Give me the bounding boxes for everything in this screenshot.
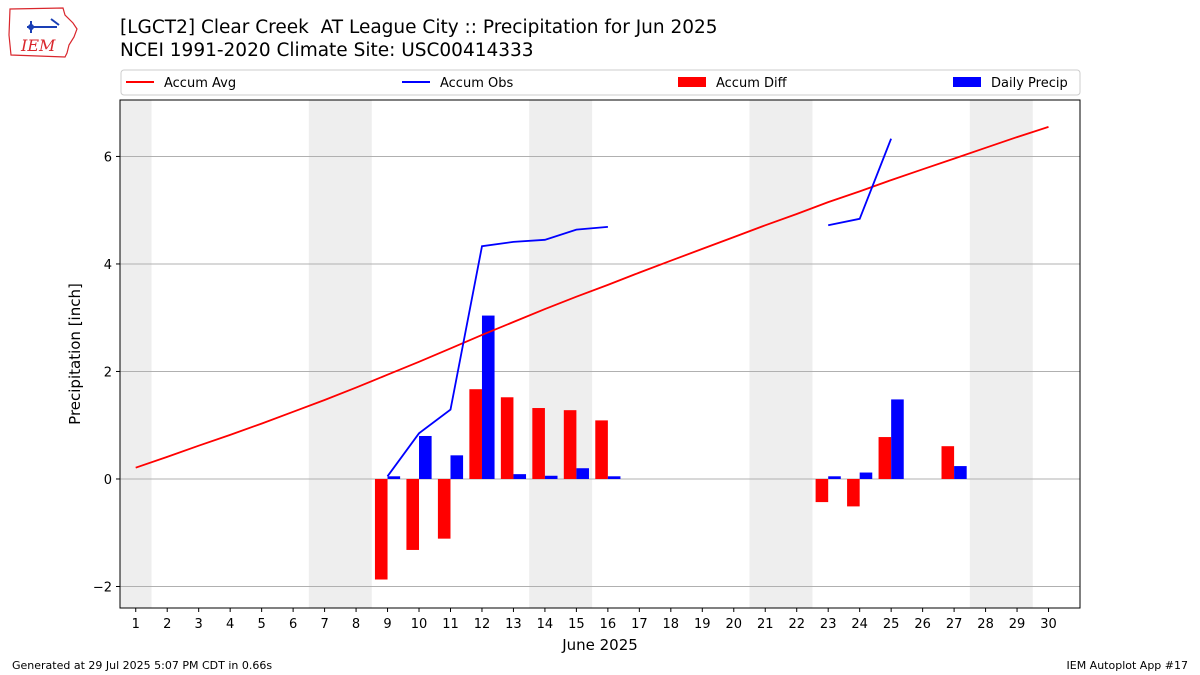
app-label: IEM Autoplot App #17 [1066, 659, 1189, 672]
x-tick-label: 16 [600, 617, 617, 632]
accum-diff-bar [437, 478, 451, 539]
x-tick-label: 28 [977, 617, 994, 632]
chart-title: [LGCT2] Clear Creek AT League City :: Pr… [120, 17, 718, 38]
x-tick-label: 26 [914, 617, 931, 632]
x-tick-label: 7 [320, 617, 328, 632]
legend-bar-swatch [953, 77, 981, 87]
daily-precip-bar [481, 315, 495, 479]
legend-label: Accum Avg [164, 76, 236, 91]
weekend-shade [308, 100, 372, 608]
accum-diff-bar [847, 478, 860, 507]
x-tick-label: 8 [352, 617, 360, 632]
x-tick-label: 10 [411, 617, 428, 632]
accum-diff-bar [563, 410, 577, 479]
x-tick-label: 17 [631, 617, 648, 632]
accum-avg-line [135, 126, 1049, 469]
legend-label: Accum Obs [440, 76, 513, 91]
daily-precip-bar [607, 476, 621, 479]
x-tick-label: 11 [442, 617, 459, 632]
generated-timestamp: Generated at 29 Jul 2025 5:07 PM CDT in … [12, 659, 273, 672]
x-tick-label: 27 [946, 617, 963, 632]
x-tick-label: 20 [725, 617, 742, 632]
x-tick-label: 24 [851, 617, 868, 632]
daily-precip-bar [419, 435, 432, 479]
x-tick-label: 22 [788, 617, 805, 632]
x-tick-label: 6 [289, 617, 297, 632]
x-tick-label: 25 [883, 617, 900, 632]
x-tick-label: 12 [474, 617, 491, 632]
weekend-shade [529, 100, 593, 608]
weekend-shade [969, 100, 1033, 608]
x-tick-label: 18 [663, 617, 680, 632]
accum-diff-bar [532, 408, 545, 479]
x-tick-label: 15 [568, 617, 585, 632]
x-axis-label: June 2025 [561, 636, 638, 654]
y-axis-label: Precipitation [inch] [66, 283, 84, 425]
x-tick-label: 1 [132, 617, 140, 632]
legend-label: Accum Diff [716, 76, 788, 91]
x-tick-label: 4 [226, 617, 234, 632]
x-tick-label: 29 [1009, 617, 1026, 632]
x-tick-label: 13 [505, 617, 522, 632]
x-tick-label: 2 [163, 617, 171, 632]
daily-precip-bar [954, 466, 967, 479]
legend-box [120, 69, 1081, 96]
plot-frame [119, 99, 1081, 609]
legend-label: Daily Precip [991, 76, 1068, 91]
iem-logo: IEM [8, 7, 78, 58]
daily-precip-bar [544, 475, 558, 479]
iowa-outline-icon [8, 7, 78, 58]
accum-diff-bar [374, 478, 388, 580]
x-tick-label: 30 [1040, 617, 1057, 632]
weekend-shade [120, 100, 152, 608]
accum-diff-bar [941, 446, 955, 479]
y-tick-label: 4 [104, 258, 112, 273]
x-tick-label: 5 [257, 617, 265, 632]
chart-subtitle: NCEI 1991-2020 Climate Site: USC00414333 [120, 40, 534, 61]
legend-bar-swatch [678, 77, 706, 87]
accum-diff-bar [815, 478, 829, 503]
y-tick-label: 0 [104, 473, 112, 488]
y-tick-label: 2 [104, 365, 112, 380]
daily-precip-bar [450, 455, 464, 479]
accum-diff-bar [469, 389, 482, 479]
daily-precip-bar [576, 468, 589, 479]
daily-precip-bar [859, 472, 873, 479]
daily-precip-bar [387, 476, 401, 479]
weekend-shade [749, 100, 813, 608]
x-tick-label: 21 [757, 617, 774, 632]
accum-diff-bar [406, 478, 420, 550]
accum-diff-bar [595, 420, 608, 479]
logo-text: IEM [20, 36, 56, 55]
x-tick-label: 23 [820, 617, 837, 632]
accum-diff-bar [500, 397, 514, 479]
accum-obs-line [386, 226, 608, 477]
daily-precip-bar [828, 476, 841, 479]
x-tick-label: 3 [195, 617, 203, 632]
y-tick-label: 6 [104, 150, 112, 165]
daily-precip-bar [513, 474, 527, 479]
y-tick-label: −2 [93, 580, 112, 595]
accum-diff-bar [878, 437, 892, 479]
station-dot-icon [28, 24, 34, 30]
daily-precip-bar [891, 399, 904, 479]
x-tick-label: 14 [537, 617, 554, 632]
accum-obs-line [828, 138, 892, 227]
x-tick-label: 9 [383, 617, 391, 632]
x-tick-label: 19 [694, 617, 711, 632]
